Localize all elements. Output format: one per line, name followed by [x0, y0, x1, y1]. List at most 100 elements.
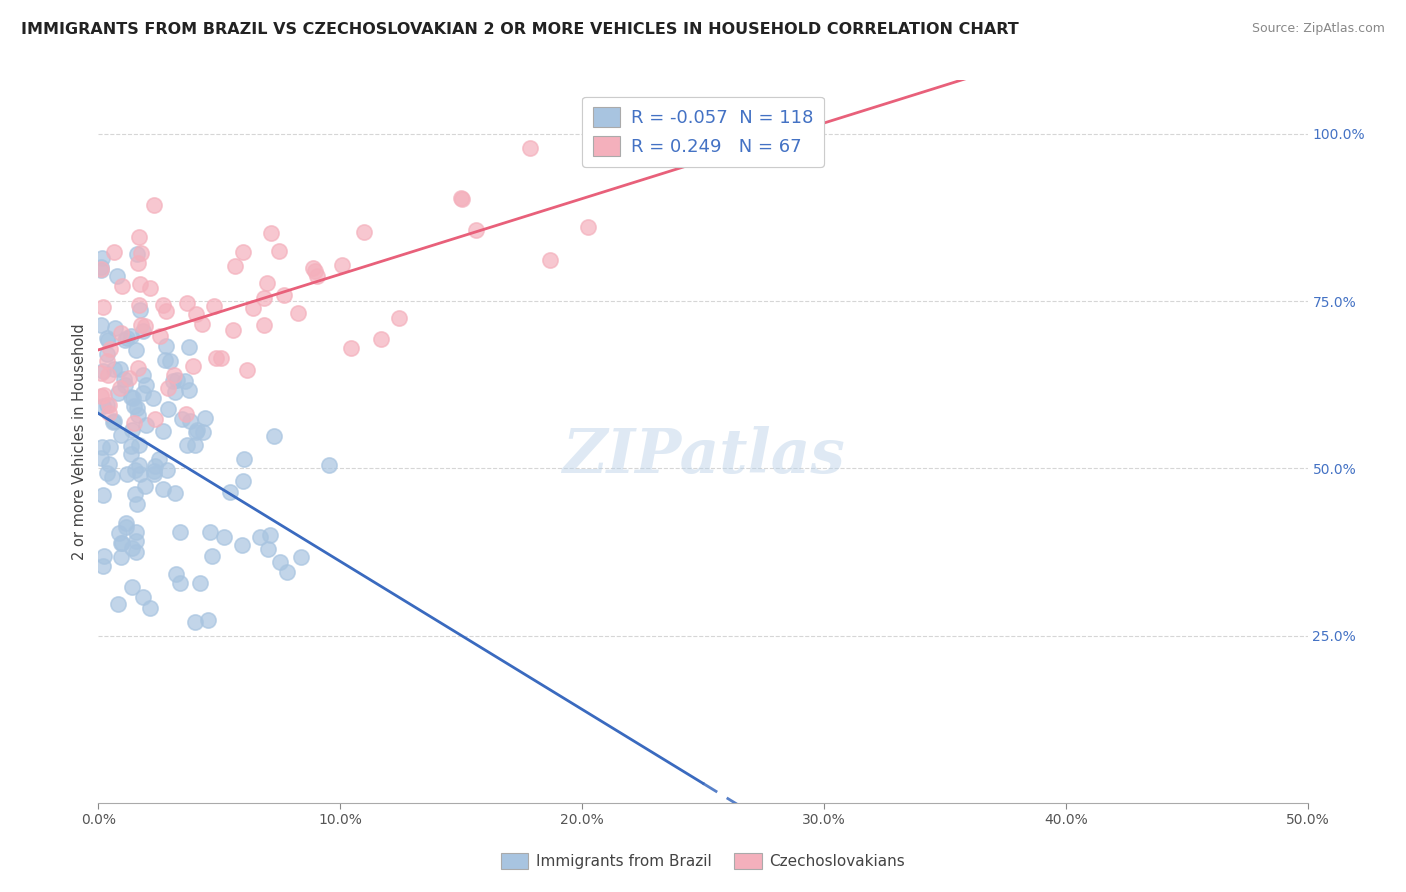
- Point: [169, 576, 191, 591]
- Point: [97, 398, 120, 412]
- Point: [91, 399, 114, 413]
- Point: [103, 414, 125, 428]
- Y-axis label: 2 or more Vehicles in Household: 2 or more Vehicles in Household: [72, 323, 87, 560]
- Point: [179, 383, 201, 397]
- Point: [96, 331, 118, 345]
- Point: [121, 580, 143, 594]
- Point: [122, 391, 145, 405]
- Point: [108, 380, 131, 394]
- Point: [118, 371, 141, 385]
- Point: [609, 133, 631, 147]
- Point: [181, 359, 204, 373]
- Point: [260, 226, 283, 240]
- Point: [276, 565, 298, 579]
- Point: [101, 415, 124, 429]
- Point: [111, 279, 134, 293]
- Point: [91, 488, 114, 502]
- Point: [339, 342, 361, 356]
- Point: [166, 373, 188, 387]
- Point: [96, 354, 118, 368]
- Point: [125, 545, 148, 559]
- Point: [135, 418, 157, 433]
- Point: [127, 408, 149, 422]
- Point: [115, 467, 138, 482]
- Point: [304, 264, 326, 278]
- Text: ZIPatlas: ZIPatlas: [561, 426, 845, 486]
- Point: [124, 462, 146, 476]
- Point: [177, 340, 200, 354]
- Point: [107, 386, 129, 401]
- Point: [115, 519, 138, 533]
- Point: [318, 458, 340, 473]
- Point: [128, 230, 150, 244]
- Point: [120, 439, 142, 453]
- Point: [120, 447, 142, 461]
- Point: [190, 317, 212, 331]
- Point: [142, 391, 165, 405]
- Point: [90, 450, 112, 465]
- Point: [259, 527, 281, 541]
- Point: [90, 260, 112, 274]
- Point: [98, 457, 121, 471]
- Point: [96, 398, 118, 412]
- Point: [155, 304, 177, 318]
- Point: [465, 223, 488, 237]
- Point: [139, 281, 162, 295]
- Point: [121, 541, 143, 555]
- Point: [110, 326, 132, 340]
- Point: [149, 328, 172, 343]
- Text: Source: ZipAtlas.com: Source: ZipAtlas.com: [1251, 22, 1385, 36]
- Point: [122, 416, 145, 430]
- Point: [370, 332, 392, 346]
- Point: [302, 260, 325, 275]
- Point: [90, 251, 112, 265]
- Point: [90, 440, 112, 454]
- Point: [90, 262, 112, 277]
- Point: [128, 458, 150, 473]
- Point: [183, 438, 205, 452]
- Point: [253, 291, 276, 305]
- Point: [107, 597, 129, 611]
- Point: [174, 408, 197, 422]
- Point: [249, 530, 271, 544]
- Legend: R = -0.057  N = 118, R = 0.249   N = 67: R = -0.057 N = 118, R = 0.249 N = 67: [582, 96, 824, 167]
- Point: [152, 424, 174, 438]
- Point: [127, 256, 149, 270]
- Point: [290, 550, 312, 565]
- Point: [305, 268, 328, 283]
- Point: [205, 351, 228, 365]
- Point: [152, 483, 174, 497]
- Point: [132, 386, 155, 401]
- Point: [232, 451, 254, 466]
- Point: [186, 306, 208, 320]
- Point: [96, 466, 118, 480]
- Point: [91, 363, 114, 377]
- Point: [132, 368, 155, 382]
- Point: [143, 459, 166, 474]
- Point: [111, 535, 134, 549]
- Point: [156, 463, 179, 477]
- Point: [91, 300, 114, 314]
- Legend: Immigrants from Brazil, Czechoslovakians: Immigrants from Brazil, Czechoslovakians: [495, 847, 911, 875]
- Point: [538, 252, 561, 267]
- Point: [209, 351, 232, 366]
- Point: [124, 399, 146, 413]
- Point: [263, 428, 285, 442]
- Point: [96, 346, 118, 360]
- Point: [194, 411, 217, 425]
- Point: [134, 479, 156, 493]
- Point: [125, 401, 148, 416]
- Point: [269, 555, 291, 569]
- Point: [353, 225, 375, 239]
- Point: [124, 533, 146, 548]
- Point: [201, 549, 224, 563]
- Point: [450, 191, 472, 205]
- Point: [125, 343, 148, 357]
- Point: [128, 277, 150, 291]
- Point: [115, 516, 138, 530]
- Point: [93, 388, 115, 402]
- Point: [132, 324, 155, 338]
- Point: [222, 323, 245, 337]
- Point: [188, 575, 211, 590]
- Point: [143, 411, 166, 425]
